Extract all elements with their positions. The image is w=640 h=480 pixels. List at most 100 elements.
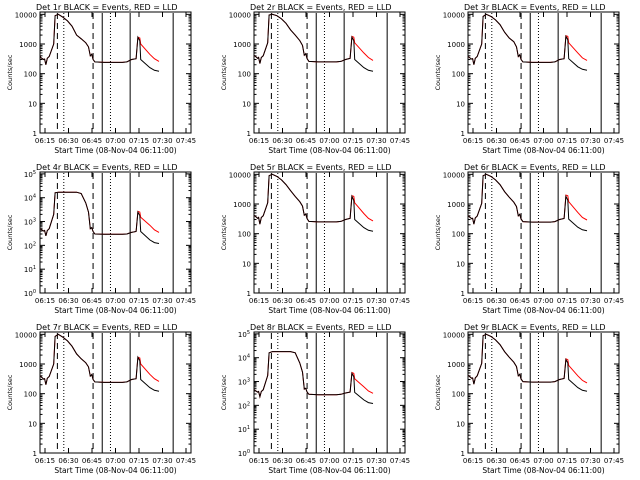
events-series-line [468,333,588,392]
y-tick-label: 10000 [443,11,465,19]
y-tick-label: 10 [242,100,251,108]
y-tick-label: 1 [461,130,465,138]
plot-frame [467,11,620,134]
x-tick-label: 07:00 [533,457,553,465]
events-series-line [468,13,588,71]
x-tick-label: 06:15 [249,137,269,145]
det-panel-9: 1 10 100 1000 10000 06:15 06:30 06:45 07:00 07:15… [434,323,624,475]
x-axis-label: Start Time (08-Nov-04 06:11:00) [268,306,390,315]
x-tick-label: 07:45 [176,297,196,305]
x-tick-label: 07:15 [557,297,577,305]
panel-title: Det 5r BLACK = Events, RED = LLD [250,163,392,172]
y-axis-label: Counts/sec [434,374,442,410]
x-tick-label: 06:15 [35,297,55,305]
y-tick-label: 105 [238,330,250,339]
x-tick-label: 07:30 [152,297,172,305]
x-tick-label: 07:30 [366,297,386,305]
y-tick-label: 102 [24,241,36,250]
x-tick-label: 07:30 [366,457,386,465]
y-tick-label: 103 [238,378,250,387]
panel-title: Det 7r BLACK = Events, RED = LLD [36,323,178,332]
y-tick-label: 100 [238,449,250,458]
y-axis-label: Counts/sec [6,374,14,410]
x-tick-label: 06:30 [58,297,78,305]
y-tick-label: 100 [452,71,465,79]
x-tick-label: 06:45 [296,457,316,465]
x-tick-label: 06:15 [249,457,269,465]
plot-frame [467,331,620,454]
x-axis-label: Start Time (08-Nov-04 06:11:00) [482,146,604,155]
y-tick-label: 1 [33,130,37,138]
panel-title: Det 1r BLACK = Events, RED = LLD [36,3,178,12]
y-tick-label: 1000 [233,201,251,209]
y-tick-label: 104 [238,354,250,363]
y-tick-label: 101 [24,265,36,274]
y-axis-label: Counts/sec [434,54,442,90]
y-tick-label: 1000 [19,361,37,369]
x-tick-label: 06:30 [486,137,506,145]
events-series-line [40,191,160,244]
x-axis-label: Start Time (08-Nov-04 06:11:00) [268,146,390,155]
det-panel-2: 1 10 100 1000 10000 06:15 06:30 06:45 07:00 07:15… [220,3,410,155]
plot-frame [467,171,620,294]
y-tick-label: 100 [238,71,251,79]
x-tick-label: 07:15 [343,137,363,145]
x-tick-label: 07:00 [319,137,339,145]
y-tick-label: 10 [456,260,465,268]
plot-frame [253,331,406,454]
panel-title: Det 6r BLACK = Events, RED = LLD [464,163,606,172]
x-tick-label: 06:45 [82,137,102,145]
det-panel-4: 100 101 102 103 104 105 06:15 06:30 06:45 07:00 07… [6,163,196,315]
events-series-line [254,173,374,232]
y-tick-label: 104 [24,194,36,203]
y-tick-label: 1000 [447,201,465,209]
x-tick-label: 07:00 [319,297,339,305]
x-tick-label: 07:00 [105,457,125,465]
y-tick-label: 10 [456,420,465,428]
y-tick-label: 10 [456,100,465,108]
plot-frame [39,331,192,454]
x-tick-label: 07:00 [319,457,339,465]
x-tick-label: 06:45 [296,137,316,145]
x-axis-label: Start Time (08-Nov-04 06:11:00) [54,146,176,155]
y-tick-label: 1 [461,450,465,458]
y-tick-label: 100 [24,289,36,298]
x-tick-label: 06:45 [82,457,102,465]
x-tick-label: 07:00 [533,297,553,305]
y-tick-label: 10000 [229,11,251,19]
events-series-line [254,13,374,72]
y-tick-label: 10 [28,100,37,108]
y-tick-label: 10000 [15,331,37,339]
y-tick-label: 10 [28,420,37,428]
x-tick-label: 07:30 [152,137,172,145]
x-axis-label: Start Time (08-Nov-04 06:11:00) [54,466,176,475]
x-tick-label: 06:30 [272,137,292,145]
plot-frame [39,11,192,134]
x-tick-label: 07:15 [129,137,149,145]
x-tick-label: 07:15 [129,297,149,305]
x-tick-label: 07:45 [390,137,410,145]
y-tick-label: 1000 [233,41,251,49]
y-tick-label: 1 [247,290,251,298]
det-panel-8: 100 101 102 103 104 105 06:15 06:30 06:45 07:00 07… [220,323,410,475]
x-tick-label: 07:15 [557,137,577,145]
events-series-line [40,333,160,392]
x-tick-label: 07:45 [604,457,624,465]
y-tick-label: 10000 [15,11,37,19]
det-panel-5: 1 10 100 1000 10000 06:15 06:30 06:45 07:00 07:15… [220,163,410,315]
y-tick-label: 101 [238,425,250,434]
x-tick-label: 06:15 [463,297,483,305]
y-tick-label: 100 [452,391,465,399]
x-tick-label: 07:30 [152,457,172,465]
panel-title: Det 9r BLACK = Events, RED = LLD [464,323,606,332]
x-tick-label: 06:30 [486,297,506,305]
x-tick-label: 07:30 [580,137,600,145]
y-tick-label: 100 [238,231,251,239]
x-tick-label: 07:30 [366,137,386,145]
events-series-line [254,351,374,404]
x-tick-label: 07:15 [343,457,363,465]
x-tick-label: 06:45 [510,457,530,465]
y-tick-label: 10000 [229,171,251,179]
x-tick-label: 07:15 [343,297,363,305]
